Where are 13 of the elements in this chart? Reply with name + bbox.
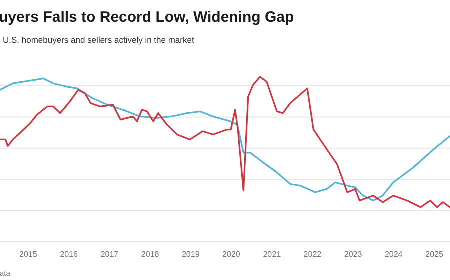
- x-tick-label: 2019: [182, 250, 200, 259]
- x-tick-label: 2023: [344, 250, 363, 259]
- chart-title: uyers Falls to Record Low, Widening Gap: [0, 9, 294, 26]
- x-tick-label: 2017: [100, 250, 120, 259]
- x-tick-label: 2015: [20, 250, 38, 259]
- x-tick-label: 2025: [426, 250, 444, 259]
- x-tick-label: 2021: [263, 250, 282, 259]
- x-tick-label: 2018: [141, 250, 160, 259]
- x-tick-label: 2024: [384, 250, 404, 259]
- x-tick-label: 2016: [60, 250, 78, 259]
- x-tick-label: 2022: [304, 250, 322, 259]
- chart-subtitle: U.S. homebuyers and sellers actively in the market: [3, 35, 195, 45]
- x-tick-label: 2020: [222, 250, 241, 259]
